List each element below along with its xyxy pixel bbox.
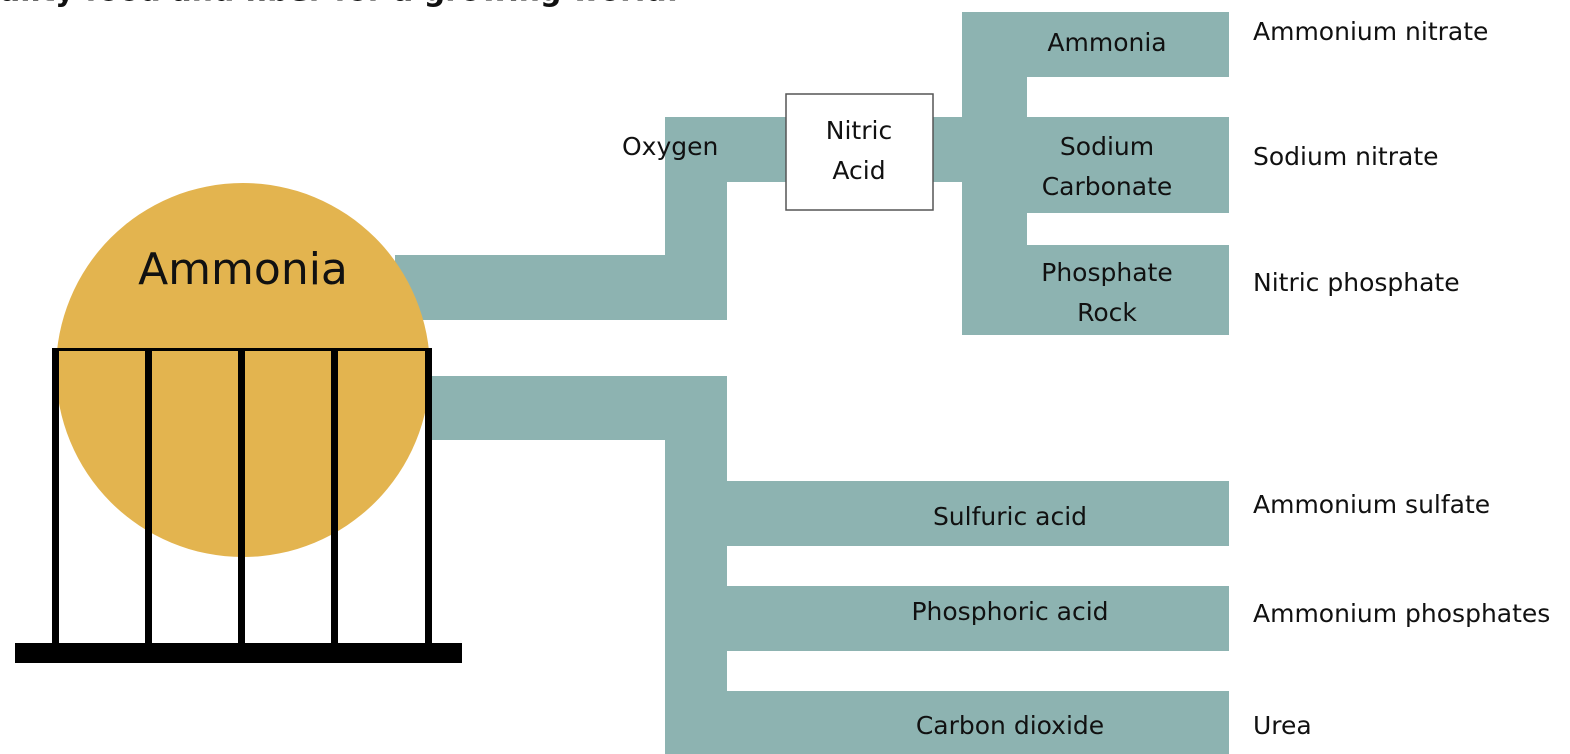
stand-post [145,350,152,645]
product-label: Ammonium phosphates [1253,599,1550,628]
product-label: Sodium nitrate [1253,142,1439,171]
diagram: ality food and fiber for a growing world… [0,0,1570,754]
reactant-label: Carbon dioxide [916,711,1104,740]
pipe [930,117,965,182]
source-label: Ammonia [138,244,348,295]
stand-post [425,350,432,645]
product-label: Ammonium sulfate [1253,490,1490,519]
input-label: Oxygen [622,132,718,161]
product-label: Ammonium nitrate [1253,17,1488,46]
reactant-label: Ammonia [1047,28,1166,57]
stand-post [52,350,59,645]
reactant-label: Sulfuric acid [933,502,1087,531]
stand-post [331,350,338,645]
stand-post [238,350,245,645]
nitric-acid-box [786,94,933,210]
stand-base [15,643,462,663]
product-label: Urea [1253,711,1312,740]
header-title: ality food and fiber for a growing world… [0,0,678,9]
product-label: Nitric phosphate [1253,268,1460,297]
reactant-label: Phosphoric acid [911,597,1108,626]
